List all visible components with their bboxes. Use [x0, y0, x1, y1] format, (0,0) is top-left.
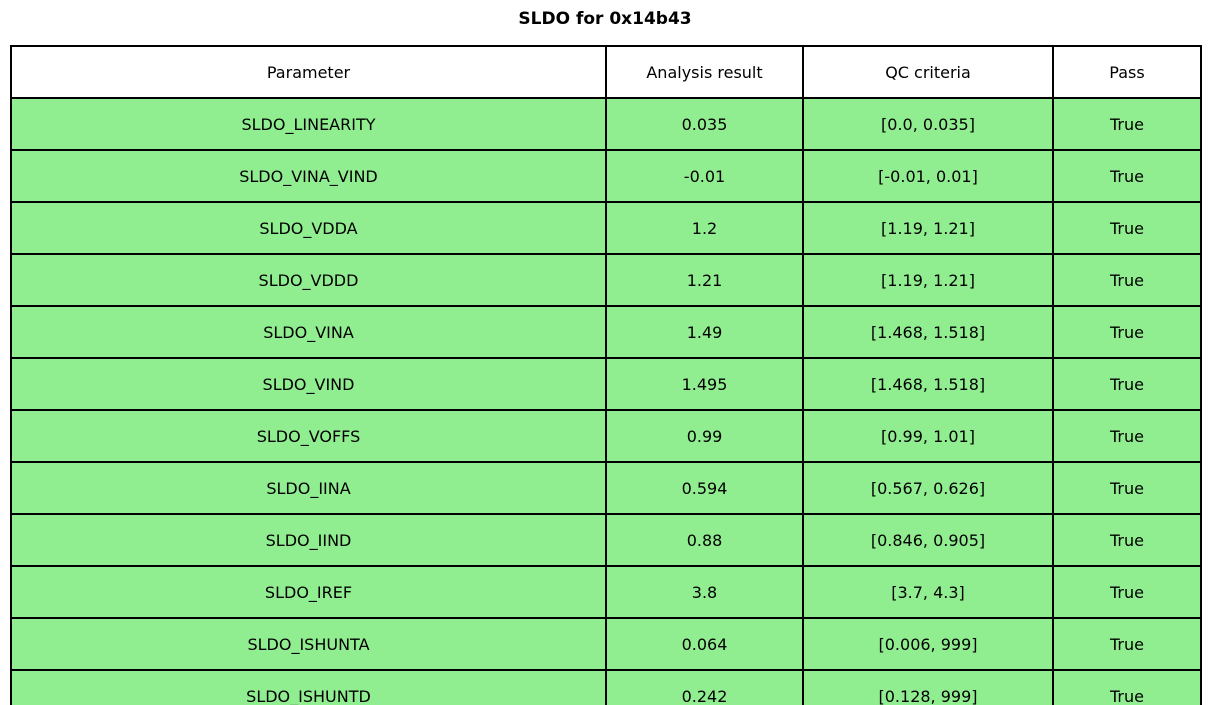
analysis-result-cell: -0.01 — [605, 149, 804, 203]
analysis-result-cell: 3.8 — [605, 565, 804, 619]
header-qc-criteria: QC criteria — [802, 45, 1054, 99]
parameter-cell: SLDO_VOFFS — [10, 409, 607, 463]
qc-criteria-cell: [1.468, 1.518] — [802, 305, 1054, 359]
qc-criteria-cell: [0.0, 0.035] — [802, 97, 1054, 151]
analysis-result-cell: 1.495 — [605, 357, 804, 411]
header-row: Parameter Analysis result QC criteria Pa… — [10, 45, 1202, 99]
table-row: SLDO_ISHUNTD 0.242 [0.128, 999] True — [10, 669, 1202, 705]
pass-cell: True — [1052, 617, 1202, 671]
pass-cell: True — [1052, 565, 1202, 619]
qc-criteria-cell: [3.7, 4.3] — [802, 565, 1054, 619]
table-row: SLDO_ISHUNTA 0.064 [0.006, 999] True — [10, 617, 1202, 671]
analysis-result-cell: 1.49 — [605, 305, 804, 359]
table-row: SLDO_VIND 1.495 [1.468, 1.518] True — [10, 357, 1202, 411]
pass-cell: True — [1052, 513, 1202, 567]
qc-criteria-cell: [1.19, 1.21] — [802, 201, 1054, 255]
parameter-cell: SLDO_VINA — [10, 305, 607, 359]
qc-criteria-cell: [1.19, 1.21] — [802, 253, 1054, 307]
parameter-cell: SLDO_IINA — [10, 461, 607, 515]
analysis-result-cell: 0.035 — [605, 97, 804, 151]
table-row: SLDO_VINA_VIND -0.01 [-0.01, 0.01] True — [10, 149, 1202, 203]
analysis-result-cell: 1.2 — [605, 201, 804, 255]
parameter-cell: SLDO_IREF — [10, 565, 607, 619]
table-row: SLDO_IINA 0.594 [0.567, 0.626] True — [10, 461, 1202, 515]
pass-cell: True — [1052, 409, 1202, 463]
pass-cell: True — [1052, 357, 1202, 411]
pass-cell: True — [1052, 305, 1202, 359]
parameter-cell: SLDO_VINA_VIND — [10, 149, 607, 203]
qc-criteria-cell: [0.128, 999] — [802, 669, 1054, 705]
parameter-cell: SLDO_ISHUNTD — [10, 669, 607, 705]
analysis-result-cell: 0.594 — [605, 461, 804, 515]
table-row: SLDO_LINEARITY 0.035 [0.0, 0.035] True — [10, 97, 1202, 151]
pass-cell: True — [1052, 669, 1202, 705]
analysis-result-cell: 0.242 — [605, 669, 804, 705]
qc-results-table: Parameter Analysis result QC criteria Pa… — [10, 45, 1202, 705]
table-row: SLDO_VOFFS 0.99 [0.99, 1.01] True — [10, 409, 1202, 463]
parameter-cell: SLDO_VDDA — [10, 201, 607, 255]
pass-cell: True — [1052, 461, 1202, 515]
table-row: SLDO_IIND 0.88 [0.846, 0.905] True — [10, 513, 1202, 567]
table-row: SLDO_VDDA 1.2 [1.19, 1.21] True — [10, 201, 1202, 255]
analysis-result-cell: 0.99 — [605, 409, 804, 463]
header-analysis-result: Analysis result — [605, 45, 804, 99]
qc-criteria-cell: [-0.01, 0.01] — [802, 149, 1054, 203]
table-row: SLDO_VDDD 1.21 [1.19, 1.21] True — [10, 253, 1202, 307]
header-pass: Pass — [1052, 45, 1202, 99]
parameter-cell: SLDO_IIND — [10, 513, 607, 567]
analysis-result-cell: 0.88 — [605, 513, 804, 567]
parameter-cell: SLDO_VIND — [10, 357, 607, 411]
table-row: SLDO_VINA 1.49 [1.468, 1.518] True — [10, 305, 1202, 359]
qc-criteria-cell: [0.006, 999] — [802, 617, 1054, 671]
parameter-cell: SLDO_VDDD — [10, 253, 607, 307]
qc-criteria-cell: [0.567, 0.626] — [802, 461, 1054, 515]
pass-cell: True — [1052, 149, 1202, 203]
pass-cell: True — [1052, 97, 1202, 151]
header-parameter: Parameter — [10, 45, 607, 99]
table-row: SLDO_IREF 3.8 [3.7, 4.3] True — [10, 565, 1202, 619]
qc-criteria-cell: [0.846, 0.905] — [802, 513, 1054, 567]
chart-title: SLDO for 0x14b43 — [518, 9, 692, 29]
qc-criteria-cell: [1.468, 1.518] — [802, 357, 1054, 411]
parameter-cell: SLDO_LINEARITY — [10, 97, 607, 151]
pass-cell: True — [1052, 201, 1202, 255]
pass-cell: True — [1052, 253, 1202, 307]
analysis-result-cell: 0.064 — [605, 617, 804, 671]
analysis-result-cell: 1.21 — [605, 253, 804, 307]
qc-criteria-cell: [0.99, 1.01] — [802, 409, 1054, 463]
parameter-cell: SLDO_ISHUNTA — [10, 617, 607, 671]
